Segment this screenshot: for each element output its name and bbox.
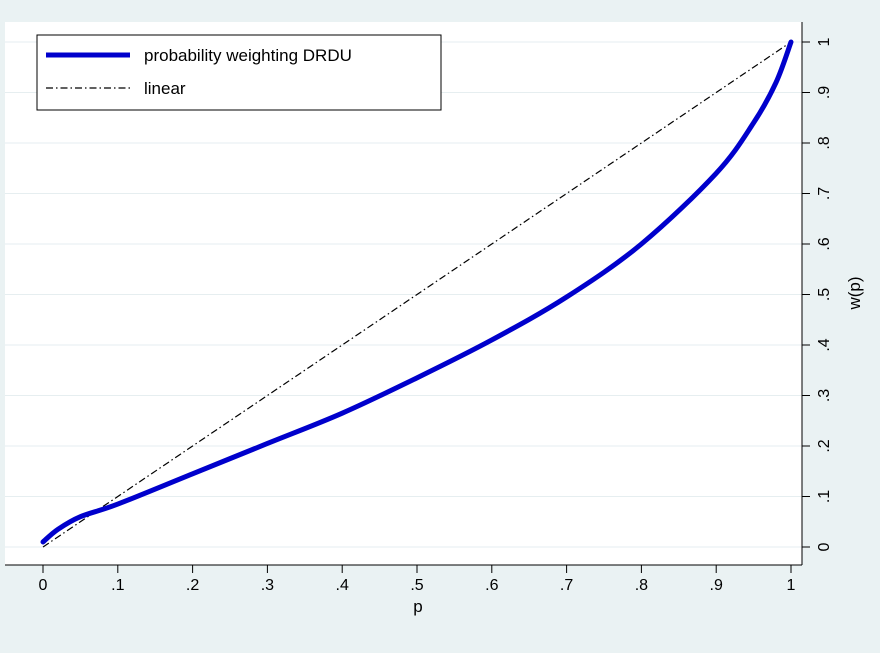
y-tick-label: 1 bbox=[816, 37, 833, 46]
x-tick-label: .2 bbox=[186, 577, 199, 594]
x-tick-label: .1 bbox=[111, 577, 124, 594]
legend: probability weighting DRDU linear bbox=[36, 34, 442, 111]
x-axis-label: p bbox=[413, 597, 422, 616]
x-tick-label: 0 bbox=[39, 577, 48, 594]
y-tick-label: .8 bbox=[816, 136, 833, 149]
y-tick-label: .3 bbox=[816, 389, 833, 402]
y-tick-label: .6 bbox=[816, 237, 833, 250]
x-tick-label: .4 bbox=[336, 577, 349, 594]
y-tick-label: .5 bbox=[816, 288, 833, 301]
x-tick-label: .6 bbox=[485, 577, 498, 594]
x-tick-label: 1 bbox=[787, 577, 796, 594]
y-axis-label: w(p) bbox=[845, 276, 864, 310]
axis-layer: 0 .1 .2 .3 .4 .5 .6 .7 .8 .9 1 0 .1 .2 .3 .4 .5 .6 .7 .8 .9 1 bbox=[5, 22, 833, 594]
y-tick-label: 0 bbox=[816, 542, 833, 551]
x-tick-label: .5 bbox=[410, 577, 423, 594]
x-tick-label: .8 bbox=[635, 577, 648, 594]
y-tick-label: .7 bbox=[816, 187, 833, 200]
x-tick-label: .3 bbox=[261, 577, 274, 594]
x-tick-label: .7 bbox=[560, 577, 573, 594]
series-line-drdu bbox=[40, 39, 794, 545]
plot-area bbox=[5, 22, 802, 565]
legend-box bbox=[36, 34, 442, 111]
y-tick-label: .4 bbox=[816, 338, 833, 351]
y-tick-label: .1 bbox=[816, 490, 833, 503]
x-tick-label: .9 bbox=[710, 577, 723, 594]
legend-label-drdu: probability weighting DRDU bbox=[144, 46, 352, 65]
y-tick-label: .2 bbox=[816, 439, 833, 452]
legend-label-linear: linear bbox=[144, 79, 186, 98]
y-tick-label: .9 bbox=[816, 86, 833, 99]
series-layer bbox=[40, 39, 794, 548]
series-line-linear bbox=[42, 41, 792, 548]
